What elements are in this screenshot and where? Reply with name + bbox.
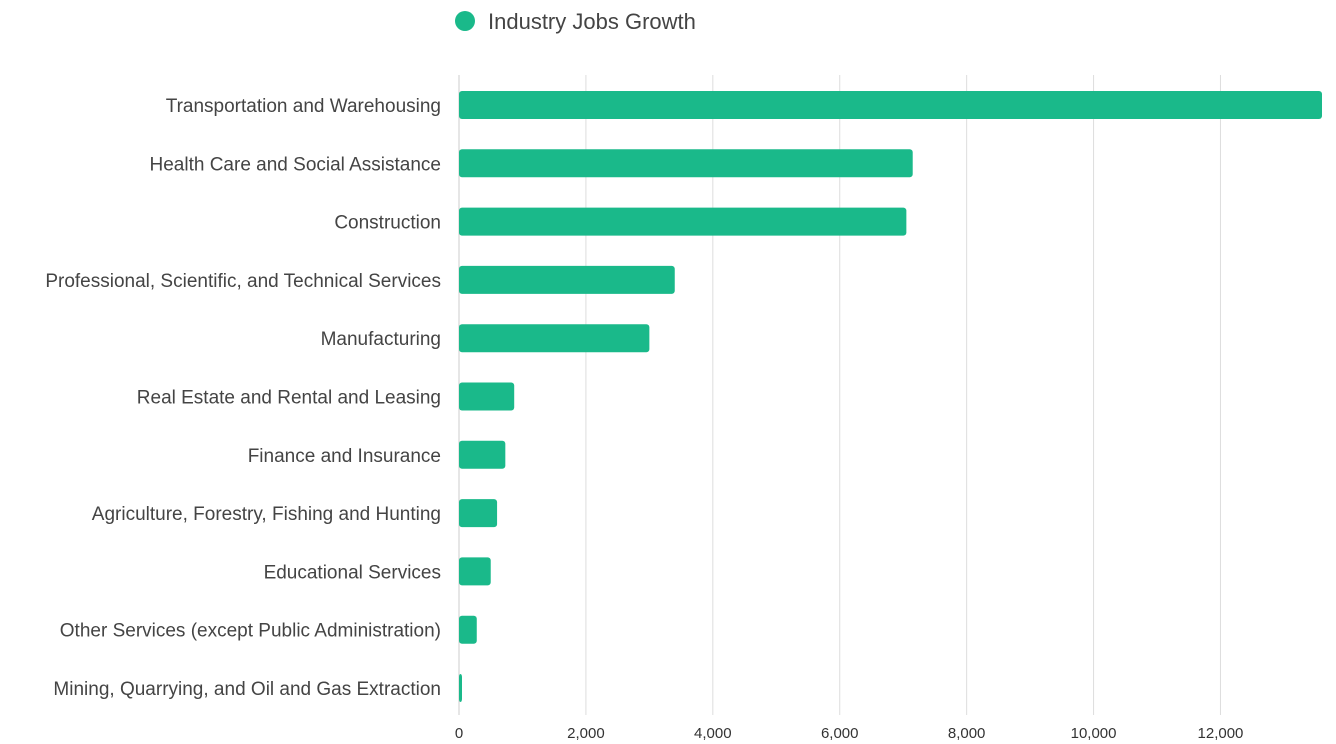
category-label: Real Estate and Rental and Leasing xyxy=(137,388,441,409)
bar[interactable] xyxy=(459,440,506,469)
bar[interactable] xyxy=(459,207,907,236)
bars xyxy=(459,91,1322,702)
category-label: Transportation and Warehousing xyxy=(166,96,441,117)
x-tick-label: 10,000 xyxy=(1071,725,1117,742)
legend[interactable]: Industry Jobs Growth xyxy=(455,9,696,34)
category-label: Finance and Insurance xyxy=(248,446,441,467)
bar[interactable] xyxy=(459,149,913,178)
category-label: Health Care and Social Assistance xyxy=(150,154,442,175)
x-tick-label: 8,000 xyxy=(948,725,986,742)
x-tick-label: 6,000 xyxy=(821,725,859,742)
bar[interactable] xyxy=(459,557,491,586)
bar[interactable] xyxy=(459,382,515,411)
category-label: Professional, Scientific, and Technical … xyxy=(45,271,441,292)
bar[interactable] xyxy=(459,615,477,644)
category-label: Educational Services xyxy=(264,562,441,583)
legend-label: Industry Jobs Growth xyxy=(488,9,696,34)
bar[interactable] xyxy=(459,91,1322,119)
x-tick-label: 12,000 xyxy=(1198,725,1244,742)
category-label: Construction xyxy=(334,213,441,234)
legend-marker xyxy=(455,11,475,31)
category-label: Agriculture, Forestry, Fishing and Hunti… xyxy=(92,504,441,525)
x-tick-label: 2,000 xyxy=(567,725,605,742)
bar[interactable] xyxy=(459,324,650,353)
bar[interactable] xyxy=(459,499,498,528)
bar[interactable] xyxy=(459,265,675,294)
category-label: Mining, Quarrying, and Oil and Gas Extra… xyxy=(53,679,441,700)
x-tick-label: 0 xyxy=(455,725,463,742)
gridlines xyxy=(458,75,1221,715)
bar[interactable] xyxy=(459,674,462,702)
x-axis-ticks: 0 2,000 4,000 6,000 8,000 10,000 12,000 xyxy=(455,725,1244,742)
category-labels: Transportation and Warehousing Health Car… xyxy=(45,96,441,700)
x-tick-label: 4,000 xyxy=(694,725,732,742)
category-label: Other Services (except Public Administra… xyxy=(60,621,441,642)
category-label: Manufacturing xyxy=(321,329,441,350)
